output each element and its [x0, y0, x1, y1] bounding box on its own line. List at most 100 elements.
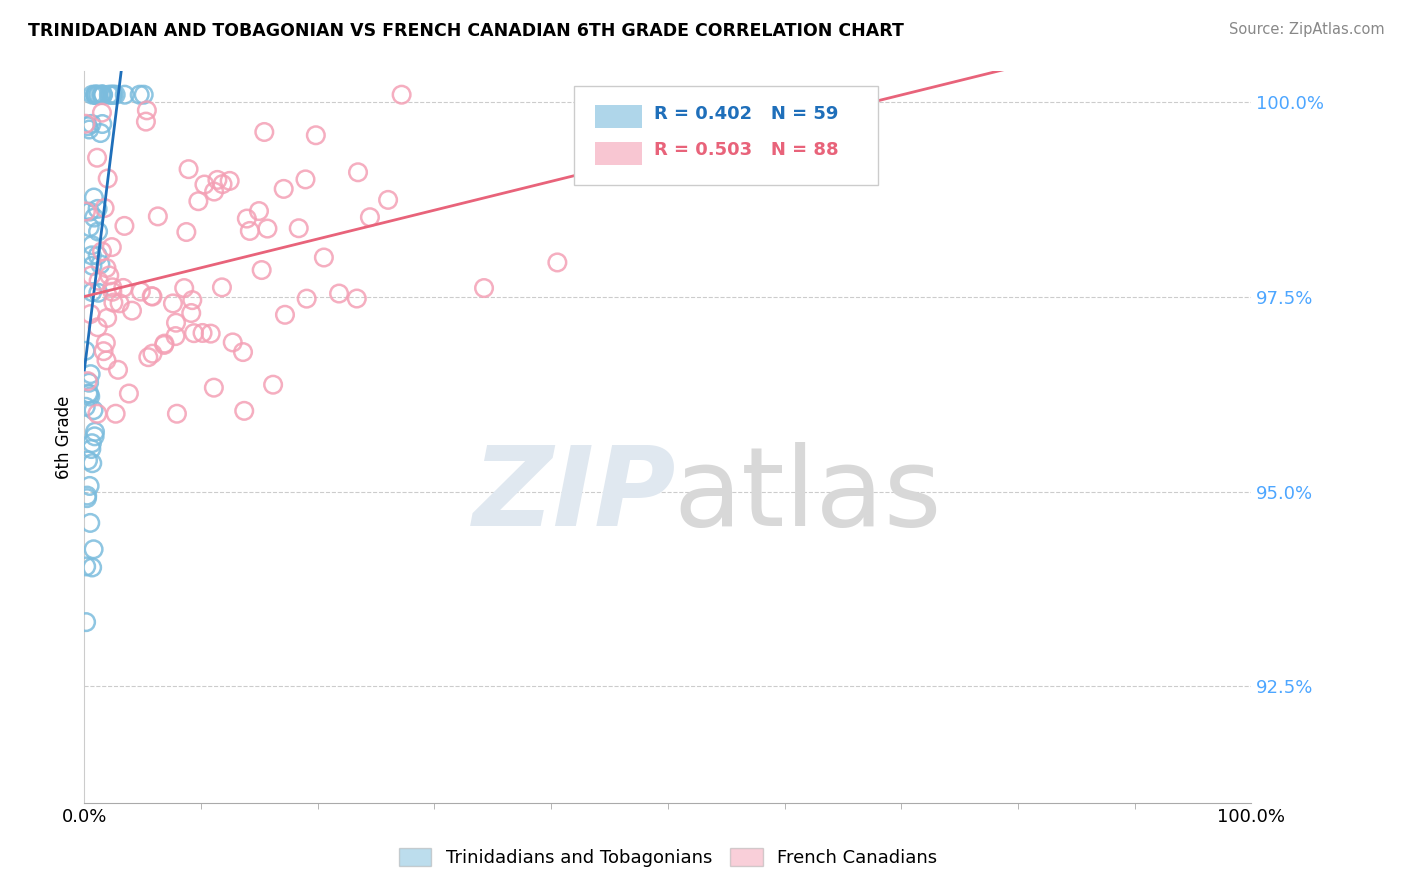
Point	[391, 87, 413, 102]
Point	[359, 211, 381, 225]
Point	[82, 560, 104, 574]
Point	[132, 87, 155, 102]
Point	[128, 87, 150, 102]
Point	[253, 125, 276, 139]
Point	[91, 87, 114, 102]
Point	[97, 171, 120, 186]
Point	[236, 211, 259, 226]
Point	[75, 117, 97, 131]
Point	[187, 194, 209, 209]
Point	[91, 87, 114, 102]
Point	[347, 165, 370, 179]
Point	[101, 280, 124, 294]
Point	[83, 403, 105, 417]
Point	[273, 182, 295, 196]
Point	[162, 296, 184, 310]
Point	[239, 224, 262, 238]
Point	[211, 280, 233, 294]
Point	[86, 248, 108, 262]
Point	[94, 335, 117, 350]
Point	[153, 336, 176, 351]
Point	[222, 335, 245, 350]
Point	[181, 293, 204, 307]
Point	[104, 87, 127, 102]
Point	[183, 326, 205, 340]
Point	[294, 172, 316, 186]
Point	[84, 87, 107, 102]
Point	[87, 285, 110, 300]
Point	[135, 103, 157, 118]
Point	[96, 310, 118, 325]
Point	[83, 429, 105, 443]
Point	[80, 436, 103, 450]
Point	[104, 407, 127, 421]
Point	[305, 128, 328, 143]
Point	[87, 225, 110, 239]
Point	[107, 363, 129, 377]
Point	[165, 329, 187, 343]
Point	[77, 376, 100, 390]
Point	[200, 326, 222, 341]
Point	[76, 374, 98, 388]
Point	[80, 248, 103, 262]
Point	[211, 177, 233, 191]
Point	[97, 87, 120, 102]
Text: R = 0.402   N = 59: R = 0.402 N = 59	[654, 104, 838, 123]
Point	[176, 225, 198, 239]
Point	[77, 120, 100, 134]
Point	[202, 381, 225, 395]
Point	[79, 307, 101, 321]
Point	[84, 87, 107, 102]
Point	[146, 210, 169, 224]
Point	[75, 400, 97, 414]
Point	[79, 367, 101, 381]
Point	[112, 219, 135, 233]
Point	[79, 390, 101, 404]
Point	[90, 126, 112, 140]
Point	[101, 87, 124, 102]
Point	[93, 344, 115, 359]
Point	[207, 173, 229, 187]
Point	[129, 285, 152, 299]
Point	[177, 162, 200, 177]
Point	[80, 117, 103, 131]
Point	[86, 151, 108, 165]
Point	[87, 87, 110, 102]
FancyBboxPatch shape	[596, 105, 643, 128]
Point	[82, 285, 104, 299]
Point	[84, 87, 107, 102]
Point	[76, 489, 98, 503]
Text: atlas: atlas	[673, 442, 942, 549]
Point	[79, 204, 101, 219]
Point	[218, 174, 240, 188]
Point	[193, 178, 215, 192]
Point	[141, 289, 163, 303]
Point	[202, 185, 225, 199]
Point	[82, 259, 104, 273]
Point	[76, 491, 98, 505]
Point	[80, 442, 103, 456]
Point	[623, 101, 645, 115]
Point	[103, 295, 125, 310]
Point	[232, 345, 254, 359]
Point	[191, 326, 214, 340]
Point	[138, 350, 160, 364]
Point	[141, 346, 163, 360]
Point	[153, 338, 176, 352]
Point	[287, 221, 309, 235]
Point	[77, 453, 100, 467]
Point	[346, 292, 368, 306]
Point	[135, 114, 157, 128]
Point	[546, 255, 568, 269]
Text: R = 0.503   N = 88: R = 0.503 N = 88	[654, 141, 838, 160]
Point	[118, 386, 141, 401]
Point	[262, 377, 284, 392]
Point	[91, 244, 114, 259]
FancyBboxPatch shape	[596, 142, 643, 165]
Point	[79, 479, 101, 493]
Point	[377, 193, 399, 207]
Point	[83, 190, 105, 204]
Point	[75, 559, 97, 574]
Point	[173, 281, 195, 295]
Point	[295, 292, 318, 306]
